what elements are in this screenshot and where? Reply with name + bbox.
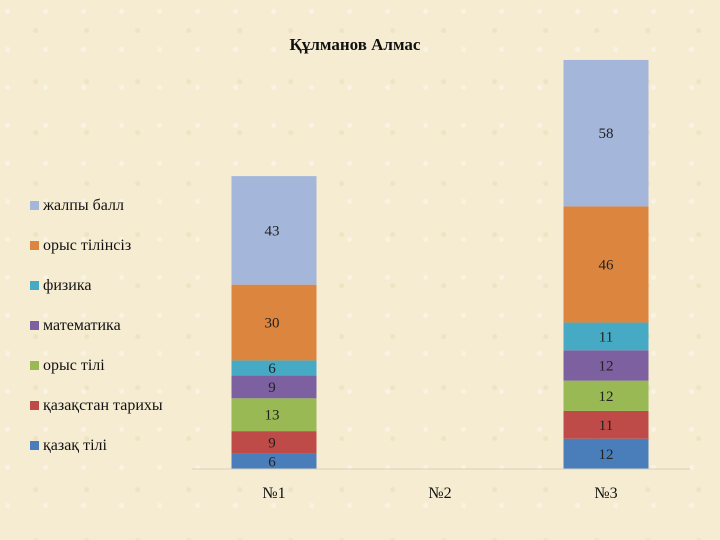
legend-swatch: [30, 361, 39, 370]
data-label: 12: [599, 358, 614, 374]
category-label: №2: [428, 485, 451, 502]
legend-label: физика: [43, 277, 91, 294]
category-label: №3: [594, 485, 617, 502]
legend-swatch: [30, 401, 39, 410]
legend-swatch: [30, 281, 39, 290]
chart-title: Құлманов Алмас: [290, 35, 421, 54]
bar-segment: [563, 322, 649, 351]
legend-swatch: [30, 441, 39, 450]
legend: жалпы балл орыс тілінсіз физика математика о…: [30, 197, 163, 454]
data-label: 46: [599, 257, 615, 273]
data-label: 6: [268, 454, 276, 470]
legend-label: орыс тілінсіз: [43, 237, 131, 254]
data-label: 30: [265, 316, 280, 332]
data-label: 12: [599, 389, 614, 405]
bar-segment: [231, 398, 317, 432]
bar-segment: [563, 380, 649, 411]
bars-area: 6 9 13 9 6 30 43 12 11 12 12 11 46 58: [231, 59, 649, 470]
bar-segment: [231, 375, 317, 399]
legend-label: жалпы балл: [42, 197, 124, 214]
legend-swatch: [30, 241, 39, 250]
bar-segment: [231, 453, 317, 469]
data-label: 13: [265, 408, 280, 424]
bar-segment: [563, 350, 649, 381]
data-label: 6: [268, 361, 276, 377]
data-label: 9: [268, 435, 276, 451]
category-label: №1: [262, 485, 285, 502]
data-label: 11: [599, 418, 613, 434]
data-label: 58: [599, 126, 614, 142]
bar-segment: [231, 431, 317, 454]
legend-label: орыс тілі: [43, 357, 105, 374]
legend-label: қазақстан тарихы: [43, 397, 163, 414]
bar-segment: [563, 206, 649, 323]
bar-segment: [563, 59, 649, 207]
bar-segment: [231, 284, 317, 361]
data-label: 12: [599, 447, 614, 463]
legend-label: математика: [43, 317, 121, 334]
legend-label: қазақ тілі: [43, 437, 107, 454]
data-label: 9: [268, 380, 276, 396]
data-label: 43: [265, 223, 280, 239]
category-labels: №1 №2 №3: [262, 485, 617, 502]
bar-segment: [563, 438, 649, 469]
data-label: 11: [599, 329, 613, 345]
bar-segment: [231, 360, 317, 376]
bar-segment: [231, 176, 317, 285]
bar-segment: [563, 410, 649, 439]
legend-swatch: [30, 201, 39, 210]
legend-swatch: [30, 321, 39, 330]
